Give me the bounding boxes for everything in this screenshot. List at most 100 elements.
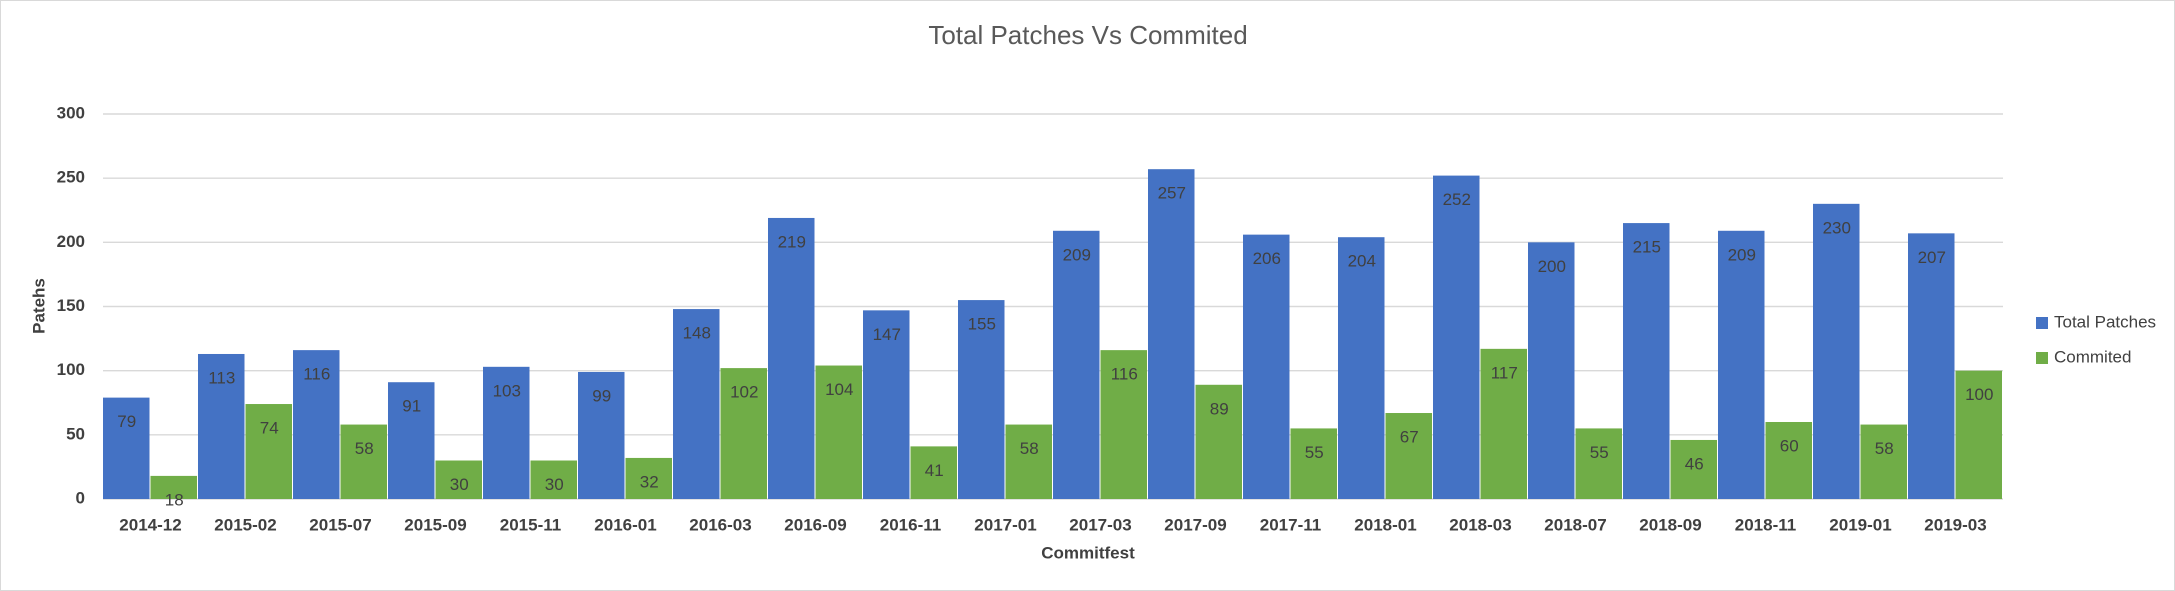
data-label: 206	[1253, 249, 1281, 268]
chart-title: Total Patches Vs Commited	[928, 20, 1247, 50]
x-axis-title: Commitfest	[1041, 543, 1135, 562]
data-label: 55	[1305, 443, 1324, 462]
data-label: 148	[683, 324, 711, 343]
bar	[1100, 350, 1147, 499]
data-label: 89	[1210, 399, 1229, 418]
x-tick-label: 2018-03	[1449, 515, 1511, 534]
bar	[578, 371, 625, 499]
bar	[245, 404, 292, 499]
x-tick-label: 2016-01	[594, 515, 656, 534]
bar	[483, 366, 530, 499]
bar	[530, 460, 577, 499]
bar	[1908, 233, 1955, 499]
y-tick-label: 150	[57, 296, 85, 315]
bar	[1243, 234, 1290, 499]
x-tick-label: 2017-09	[1164, 515, 1226, 534]
bar	[625, 457, 672, 499]
bar	[1813, 203, 1860, 500]
data-label: 209	[1063, 245, 1091, 264]
x-tick-label: 2017-01	[974, 515, 1036, 534]
data-label: 207	[1918, 248, 1946, 267]
x-tick-label: 2016-03	[689, 515, 751, 534]
x-tick-label: 2017-03	[1069, 515, 1131, 534]
data-label: 58	[1875, 439, 1894, 458]
data-label: 99	[592, 386, 611, 405]
data-label: 219	[778, 232, 806, 251]
y-tick-label: 50	[66, 424, 85, 443]
data-label: 18	[165, 490, 184, 509]
x-tick-label: 2017-11	[1260, 515, 1321, 534]
bar	[293, 350, 340, 499]
data-label: 257	[1158, 184, 1186, 203]
x-tick-label: 2016-11	[880, 515, 941, 534]
data-label: 100	[1965, 385, 1993, 404]
data-label: 41	[925, 461, 944, 480]
y-axis-title: Patehs	[29, 278, 48, 334]
data-label: 91	[402, 397, 421, 416]
bar	[1195, 384, 1242, 499]
y-tick-label: 300	[57, 103, 85, 122]
bar	[1433, 175, 1480, 499]
x-tick-label: 2015-11	[500, 515, 561, 534]
x-tick-label: 2015-09	[404, 515, 466, 534]
data-label: 32	[640, 472, 659, 491]
x-tick-label: 2018-01	[1354, 515, 1416, 534]
x-tick-label: 2019-03	[1924, 515, 1986, 534]
legend-swatch	[2036, 317, 2048, 329]
bar	[768, 217, 815, 499]
bar	[1623, 223, 1670, 500]
bar	[340, 424, 387, 499]
bar	[1338, 237, 1385, 499]
data-label: 74	[260, 419, 279, 438]
bar	[958, 300, 1005, 499]
data-label: 103	[493, 381, 521, 400]
data-label: 116	[303, 365, 330, 384]
y-tick-label: 200	[57, 232, 85, 251]
x-tick-label: 2015-02	[214, 515, 276, 534]
y-tick-label: 250	[57, 168, 85, 187]
bar	[150, 475, 197, 499]
bar	[1955, 370, 2002, 499]
data-label: 116	[1111, 365, 1138, 384]
bar	[1575, 428, 1622, 499]
data-label: 147	[873, 325, 901, 344]
bar	[1385, 413, 1432, 499]
data-label: 55	[1590, 443, 1609, 462]
data-label: 200	[1538, 257, 1566, 276]
bar	[1480, 348, 1527, 499]
y-tick-label: 0	[76, 488, 85, 507]
data-label: 155	[968, 315, 996, 334]
data-label: 30	[545, 475, 564, 494]
bar	[1670, 439, 1717, 499]
x-tick-label: 2018-11	[1735, 515, 1796, 534]
data-label: 58	[1020, 439, 1039, 458]
legend-label: Total Patches	[2054, 312, 2156, 331]
bar	[1718, 230, 1765, 500]
data-label: 46	[1685, 454, 1704, 473]
x-tick-label: 2014-12	[119, 515, 181, 534]
bar	[198, 353, 245, 499]
x-tick-label: 2019-01	[1829, 515, 1891, 534]
data-label: 117	[1491, 363, 1518, 382]
data-label: 30	[450, 475, 469, 494]
bar	[673, 309, 720, 499]
bar	[103, 397, 150, 499]
data-label: 215	[1633, 238, 1661, 257]
bar	[435, 460, 482, 499]
bar	[1528, 242, 1575, 500]
data-label: 209	[1728, 245, 1756, 264]
data-label: 230	[1823, 218, 1851, 237]
data-label: 113	[208, 368, 235, 387]
legend-swatch	[2036, 352, 2048, 364]
bar	[720, 368, 767, 499]
data-label: 79	[117, 412, 136, 431]
bar	[1765, 422, 1812, 499]
x-tick-label: 2018-09	[1639, 515, 1701, 534]
x-tick-label: 2018-07	[1544, 515, 1606, 534]
data-label: 102	[730, 383, 758, 402]
x-tick-label: 2016-09	[784, 515, 846, 534]
bar	[910, 446, 957, 499]
data-label: 60	[1780, 436, 1799, 455]
bar	[1860, 424, 1907, 499]
